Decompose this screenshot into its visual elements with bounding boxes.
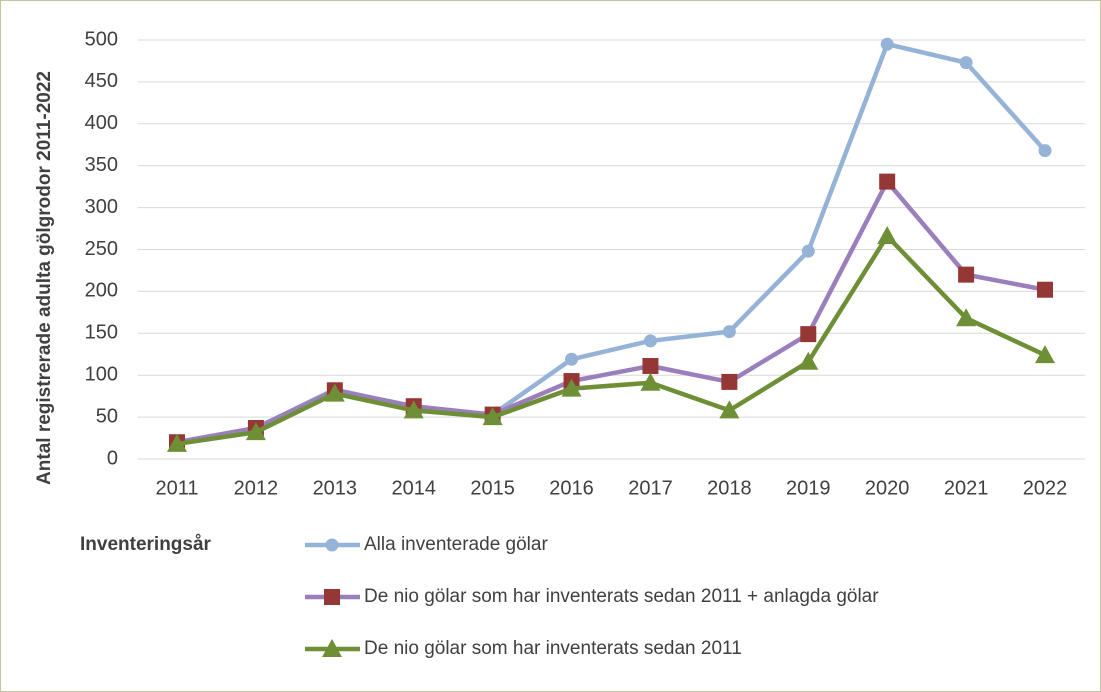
series: De nio gölar som har inventerats sedan 2… (167, 226, 1055, 659)
legend-label: De nio gölar som har inventerats sedan 2… (364, 638, 742, 659)
y-tick-label: 450 (85, 70, 118, 92)
y-tick-label: 400 (85, 112, 118, 134)
marker (167, 433, 187, 452)
legend-marker (325, 538, 339, 552)
marker (719, 400, 740, 419)
x-tick-label: 2017 (628, 477, 673, 499)
y-tick-label: 250 (85, 238, 118, 260)
x-tick-label: 2016 (549, 477, 594, 499)
y-axis-title: Antal registrerade adulta gölgrodor 2011… (34, 71, 55, 485)
x-tick-label: 2015 (470, 477, 515, 499)
x-tick-label: 2018 (707, 477, 752, 499)
marker (642, 357, 659, 374)
marker (1035, 345, 1055, 364)
marker (245, 422, 266, 441)
marker (722, 325, 736, 339)
x-tick-label: 2014 (391, 477, 436, 499)
x-tick-label: 2011 (155, 477, 198, 499)
x-tick-label: 2021 (944, 477, 989, 499)
x-tick-label: 2013 (313, 477, 358, 499)
marker (561, 378, 582, 397)
marker (879, 173, 896, 190)
marker (482, 407, 503, 426)
marker (877, 226, 898, 245)
x-tick-label: 2022 (1023, 477, 1068, 499)
x-tick-label: 2019 (786, 477, 831, 499)
y-tick-label: 300 (85, 196, 118, 218)
marker (403, 400, 424, 419)
line (176, 179, 1046, 445)
marker (801, 244, 815, 258)
line (176, 233, 1046, 447)
legend-marker (324, 589, 340, 605)
marker (721, 373, 738, 390)
legend-label: Alla inventerade gölar (364, 534, 548, 555)
x-tick-label: 2012 (234, 477, 279, 499)
y-tick-label: 0 (107, 447, 118, 469)
marker (1038, 144, 1052, 158)
marker (1037, 281, 1053, 298)
marker (643, 334, 657, 348)
marker (958, 266, 975, 283)
x-tick-label: 2020 (865, 477, 910, 499)
legend-label: De nio gölar som har inventerats sedan 2… (364, 586, 879, 607)
y-tick-label: 150 (85, 322, 118, 344)
y-tick-label: 350 (85, 154, 118, 176)
marker (956, 308, 977, 327)
y-tick-label: 200 (85, 280, 118, 302)
marker (800, 326, 817, 343)
y-tick-label: 500 (85, 28, 118, 50)
y-tick-label: 100 (85, 363, 118, 385)
legend-marker (322, 639, 342, 657)
x-axis-title: Inventeringsår (80, 534, 212, 555)
y-tick-label: 50 (96, 405, 118, 427)
marker (798, 351, 819, 370)
marker (324, 383, 345, 402)
marker (880, 37, 894, 51)
marker (959, 56, 973, 70)
marker (565, 352, 579, 366)
marker (640, 372, 661, 391)
